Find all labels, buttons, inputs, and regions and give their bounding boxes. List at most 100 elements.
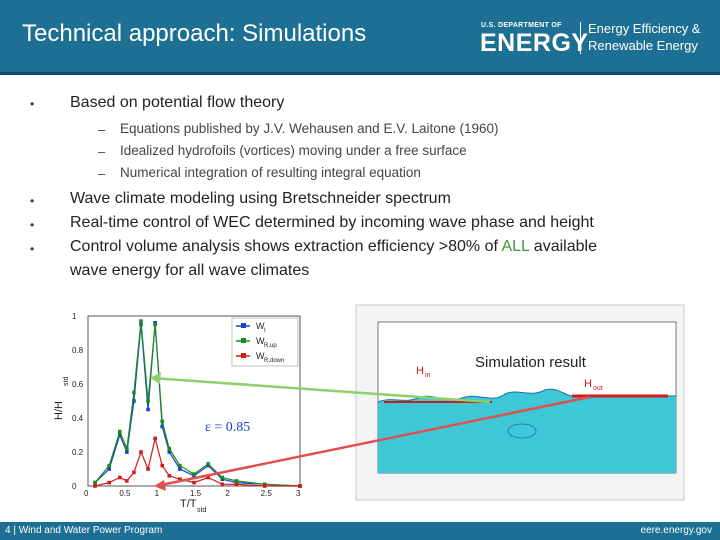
data-point bbox=[139, 450, 143, 454]
data-point bbox=[139, 319, 143, 323]
data-point bbox=[93, 484, 97, 488]
right-chart: Simulation result H in H out bbox=[355, 304, 685, 501]
legend-label-wi: W bbox=[256, 321, 265, 331]
efficiency-annotation: ε = 0.85 bbox=[205, 420, 250, 435]
y-tick-label: 0.2 bbox=[72, 448, 84, 457]
red-arrow-head bbox=[154, 480, 166, 491]
data-point bbox=[206, 475, 210, 480]
data-point bbox=[107, 467, 111, 471]
y-tick-label: 0 bbox=[72, 482, 77, 491]
legend-marker-wi bbox=[241, 323, 246, 328]
data-point bbox=[107, 480, 111, 485]
sub-bullet-equations: Equations published by J.V. Wehausen and… bbox=[120, 121, 499, 136]
data-point bbox=[178, 463, 182, 468]
footer-bar: 4 | Wind and Water Power Program eere.en… bbox=[0, 522, 720, 540]
left-chart-series-group bbox=[93, 319, 302, 488]
data-point bbox=[146, 399, 150, 403]
legend-sub-wrdown: R,down bbox=[264, 358, 284, 364]
legend-sub-wi: I bbox=[264, 328, 266, 334]
left-chart: 0 0.5 1 1.5 2 2.5 3 0 0.2 0.4 0.6 0.8 1 H/H std T/T… bbox=[53, 312, 302, 514]
data-point bbox=[146, 407, 150, 412]
eere-line-2: Renewable Energy bbox=[588, 38, 698, 53]
data-point bbox=[146, 467, 150, 471]
data-point bbox=[107, 463, 111, 468]
header-stripe bbox=[0, 72, 720, 75]
bullet-marker: • bbox=[30, 194, 35, 208]
data-point bbox=[178, 467, 182, 471]
y-tick-label: 0.4 bbox=[72, 414, 84, 423]
left-ylabel-sub: std bbox=[63, 377, 70, 386]
data-point bbox=[206, 462, 210, 466]
x-tick-label: 1 bbox=[155, 489, 160, 498]
footer-url[interactable]: eere.energy.gov bbox=[640, 525, 712, 536]
bullet-potential-flow: Based on potential flow theory bbox=[70, 94, 285, 111]
data-point bbox=[220, 482, 225, 487]
bullet-marker: • bbox=[30, 218, 35, 232]
data-point bbox=[125, 450, 129, 454]
hydrofoil-vortex bbox=[507, 423, 537, 439]
data-point bbox=[153, 322, 157, 327]
h-in-sub: in bbox=[425, 372, 431, 379]
eere-line-1: Energy Efficiency & bbox=[588, 21, 701, 36]
bullet-wave-climate: Wave climate modeling using Bretschneide… bbox=[70, 190, 451, 207]
slide-title: Technical approach: Simulations bbox=[22, 20, 367, 47]
data-point bbox=[132, 390, 136, 395]
left-chart-xticks: 0 0.5 1 1.5 2 2.5 3 bbox=[84, 489, 301, 498]
green-arrow-line bbox=[151, 376, 491, 404]
data-point bbox=[118, 433, 122, 437]
highlight-all: ALL bbox=[501, 238, 530, 255]
data-point bbox=[118, 475, 122, 480]
legend-label-wrup: W bbox=[256, 336, 265, 346]
data-point bbox=[167, 450, 172, 454]
data-point bbox=[160, 463, 164, 468]
y-tick-label: 0.6 bbox=[72, 380, 84, 389]
data-point bbox=[125, 479, 129, 483]
y-tick-label: 1 bbox=[72, 312, 77, 321]
water-region bbox=[378, 389, 676, 473]
dash-marker: – bbox=[98, 122, 106, 137]
legend-marker-wrup bbox=[241, 338, 246, 343]
left-xlabel-sub: std bbox=[197, 507, 206, 514]
data-point bbox=[262, 484, 267, 488]
data-point bbox=[160, 424, 164, 429]
data-point bbox=[93, 480, 97, 485]
data-point bbox=[178, 477, 182, 481]
x-tick-label: 0.5 bbox=[119, 489, 131, 498]
doe-logo-small-text: U.S. DEPARTMENT OF bbox=[481, 22, 562, 29]
data-point bbox=[167, 474, 172, 478]
sub-bullet-hydrofoils: Idealized hydrofoils (vortices) moving u… bbox=[120, 143, 467, 158]
dash-marker: – bbox=[98, 166, 106, 181]
bullet-control-volume: Control volume analysis shows extraction… bbox=[70, 238, 597, 256]
data-point bbox=[234, 479, 239, 483]
bullet-control-volume-line2: wave energy for all wave climates bbox=[70, 262, 310, 279]
legend-sub-wrup: R,up bbox=[264, 343, 277, 349]
h-in-label: H bbox=[416, 365, 424, 377]
x-tick-label: 3 bbox=[296, 489, 301, 498]
legend-label-wrdown: W bbox=[256, 351, 265, 361]
dash-marker: – bbox=[98, 144, 106, 159]
left-xlabel: T/T bbox=[180, 498, 197, 510]
green-arrow-head bbox=[150, 372, 161, 384]
bullet-marker: • bbox=[30, 242, 35, 256]
data-point bbox=[118, 429, 122, 434]
data-point bbox=[160, 419, 164, 424]
footer-program: 4 | Wind and Water Power Program bbox=[5, 525, 163, 536]
header-bar: Technical approach: Simulations U.S. DEP… bbox=[0, 0, 720, 72]
legend-marker-wrdown bbox=[241, 353, 246, 358]
bullet-text-pre: Control volume analysis shows extraction… bbox=[70, 238, 502, 255]
right-chart-title: Simulation result bbox=[475, 354, 587, 371]
sub-bullet-integration: Numerical integration of resulting integ… bbox=[120, 165, 421, 180]
bullet-marker: • bbox=[30, 97, 35, 111]
data-point bbox=[234, 482, 239, 487]
bullet-realtime-control: Real-time control of WEC determined by i… bbox=[70, 214, 594, 231]
data-point bbox=[167, 446, 172, 451]
data-point bbox=[125, 446, 129, 451]
data-point bbox=[298, 484, 302, 488]
x-tick-label: 2.5 bbox=[261, 489, 273, 498]
left-ylabel: H/H bbox=[53, 401, 65, 420]
data-point bbox=[192, 480, 196, 485]
data-point bbox=[153, 436, 157, 441]
free-surface-line bbox=[377, 388, 676, 403]
h-out-label: H bbox=[584, 378, 592, 390]
